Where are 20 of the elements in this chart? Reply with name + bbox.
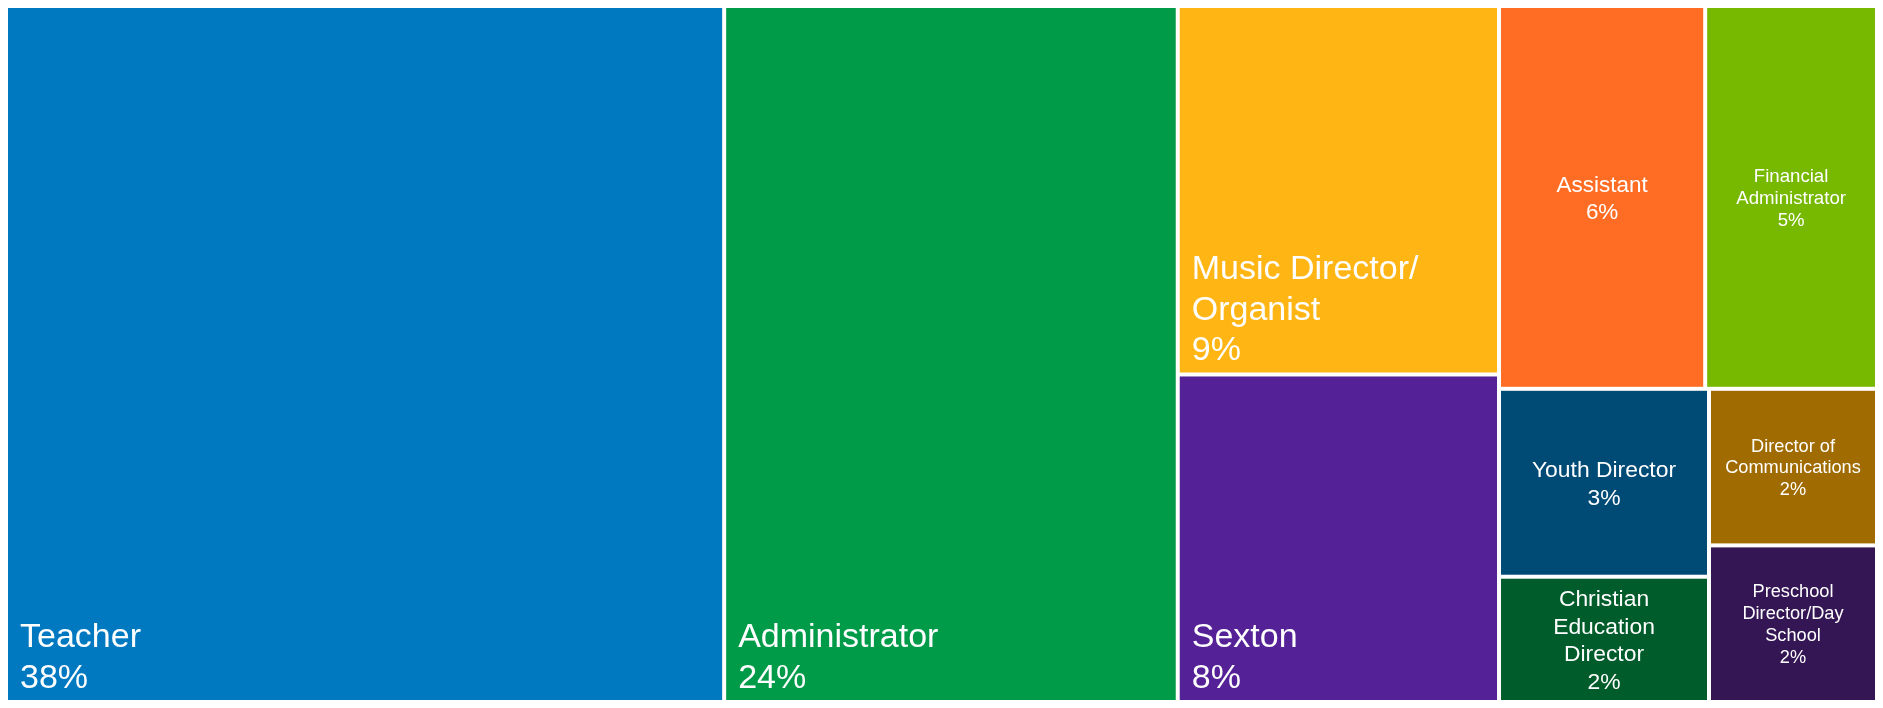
category-label: Music Director/Organist [1191, 247, 1419, 327]
category-label: Financial Administrator [1736, 164, 1846, 208]
category-label: Director of Communications [1725, 435, 1861, 478]
category-label: Administrator [738, 616, 939, 655]
data-label: 6% [1585, 198, 1619, 224]
data-label: 24% [738, 657, 807, 695]
category-label: Assistant [1556, 171, 1649, 197]
data-label: 8% [1191, 657, 1241, 695]
data-label: 9% [1191, 329, 1241, 368]
category-label: Christian Education Director [1553, 585, 1655, 667]
category-label: Teacher [20, 616, 141, 655]
category-label: Youth Director [1531, 456, 1677, 483]
data-label: 2% [1779, 479, 1807, 500]
category-label: Preschool Director/Day School [1742, 581, 1845, 646]
category-label: Sexton [1191, 616, 1298, 655]
data-label: 5% [1777, 209, 1805, 231]
data-label: 2% [1779, 646, 1807, 667]
data-label: 3% [1587, 483, 1621, 510]
data-label: 2% [1587, 667, 1621, 694]
data-label: 38% [20, 657, 89, 695]
